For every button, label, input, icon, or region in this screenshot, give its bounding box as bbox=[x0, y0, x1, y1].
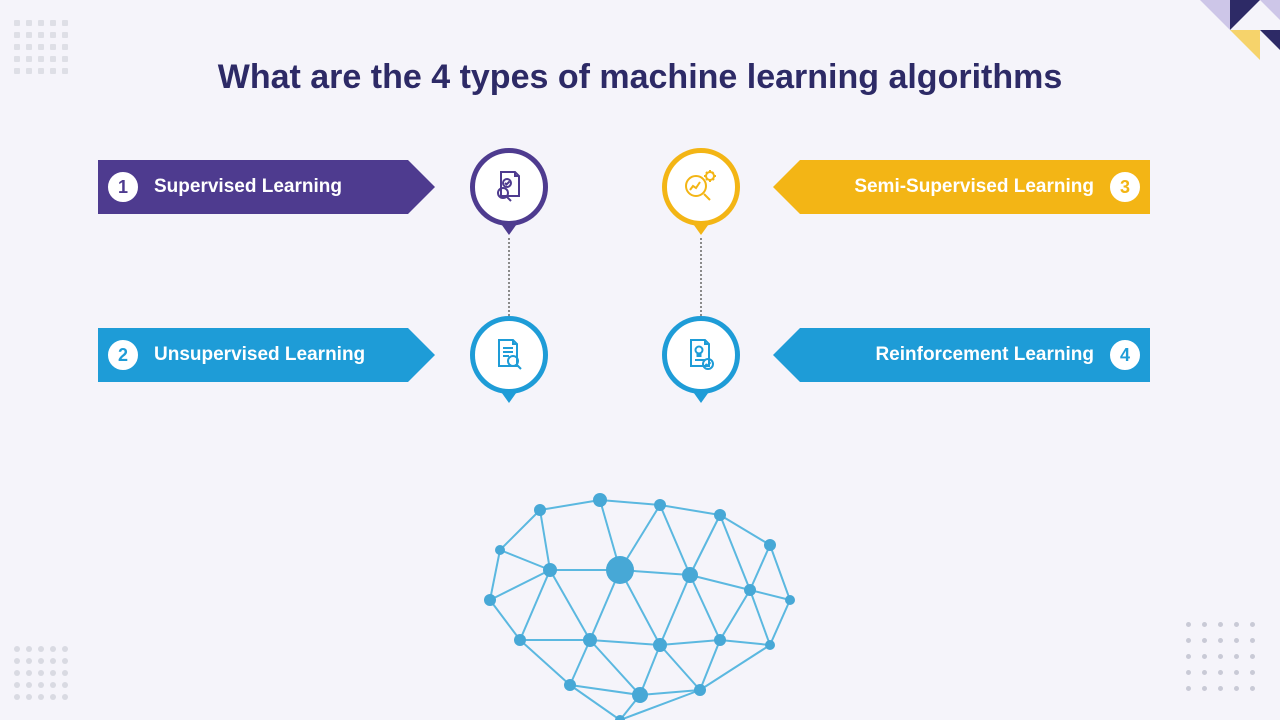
doc-bulb-check-icon bbox=[681, 335, 721, 375]
item-number: 4 bbox=[1120, 345, 1130, 366]
chart-gear-magnify-icon bbox=[680, 166, 722, 208]
item-number: 3 bbox=[1120, 177, 1130, 198]
circle-pointer bbox=[499, 389, 519, 403]
item-number: 2 bbox=[118, 345, 128, 366]
circle-pointer bbox=[691, 221, 711, 235]
item-label: Unsupervised Learning bbox=[154, 344, 365, 366]
circle-pointer bbox=[499, 221, 519, 235]
circle-pointer bbox=[691, 389, 711, 403]
item-label: Semi-Supervised Learning bbox=[854, 176, 1094, 198]
title-text: What are the 4 types of machine learning… bbox=[218, 58, 1063, 96]
arrow-tip bbox=[408, 160, 435, 214]
item-icon-circle bbox=[470, 148, 548, 226]
connector-line bbox=[700, 238, 702, 316]
item-label: Supervised Learning bbox=[154, 176, 342, 198]
algorithm-item-4: 4 Reinforcement Learning bbox=[800, 328, 1150, 382]
item-label: Reinforcement Learning bbox=[875, 344, 1094, 366]
algorithm-item-1: 1 Supervised Learning bbox=[98, 160, 408, 214]
dot-grid-bottom-right bbox=[1186, 622, 1260, 696]
item-number-badge: 3 bbox=[1108, 170, 1142, 204]
item-number-badge: 4 bbox=[1108, 338, 1142, 372]
connector-line bbox=[508, 238, 510, 316]
arrow-tip bbox=[773, 328, 800, 382]
item-number-badge: 2 bbox=[106, 338, 140, 372]
doc-magnify-icon bbox=[489, 335, 529, 375]
item-icon-circle bbox=[662, 148, 740, 226]
algorithm-item-2: 2 Unsupervised Learning bbox=[98, 328, 408, 382]
arrow-tip bbox=[408, 328, 435, 382]
item-icon-circle bbox=[470, 316, 548, 394]
page-title: What are the 4 types of machine learning… bbox=[0, 58, 1280, 97]
brain-network-icon bbox=[460, 480, 820, 720]
item-number: 1 bbox=[118, 177, 128, 198]
arrow-tip bbox=[773, 160, 800, 214]
item-number-badge: 1 bbox=[106, 170, 140, 204]
item-icon-circle bbox=[662, 316, 740, 394]
doc-check-magnify-icon bbox=[489, 167, 529, 207]
algorithm-item-3: 3 Semi-Supervised Learning bbox=[800, 160, 1150, 214]
dot-grid-bottom-left bbox=[14, 646, 70, 702]
